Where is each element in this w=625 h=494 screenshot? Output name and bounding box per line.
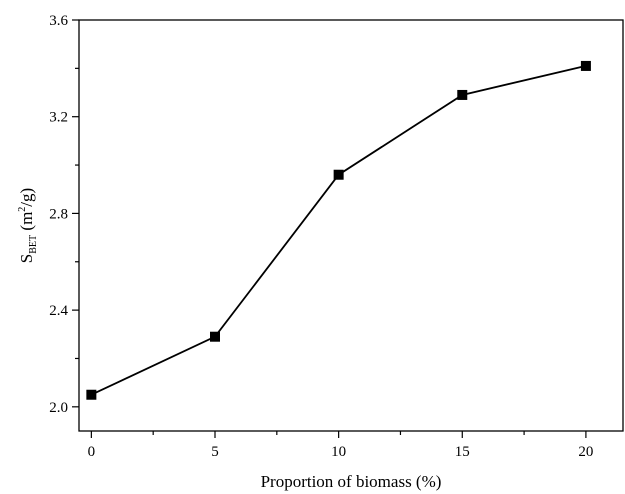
data-point [457,89,468,100]
y-axis-label-subscript: BET [28,235,39,254]
x-axis: 0 5 10 15 20 [88,431,593,460]
y-axis-label-unit-close: /g) [17,188,36,207]
x-tick-label: 15 [455,444,470,460]
plot-area [78,19,624,432]
y-axis-label-unit-open: (m [17,212,36,235]
series-line [86,60,591,400]
y-tick-label: 2.4 [49,303,68,319]
data-point [333,169,344,180]
data-point [210,331,220,342]
y-tick-label: 2.0 [49,400,68,416]
y-tick-label: 3.2 [49,110,68,126]
y-tick-label: 3.6 [49,13,68,29]
x-tick-label: 0 [88,444,96,460]
plot-frame [78,19,624,432]
y-axis-label-main: S [17,254,36,263]
series-line-path [90,65,587,396]
y-axis-label-superscript: 2 [17,207,28,212]
y-axis: 2.0 2.4 2.8 3.2 3.6 [49,13,79,416]
y-axis-label: SBET (m2/g) [17,188,39,263]
x-tick-label: 5 [211,444,219,460]
x-tick-label: 20 [578,444,593,460]
data-point [86,389,97,400]
x-axis-label: Proportion of biomass (%) [261,472,442,491]
x-tick-label: 10 [331,444,346,460]
y-tick-label: 2.8 [49,206,68,222]
data-point [580,60,591,71]
